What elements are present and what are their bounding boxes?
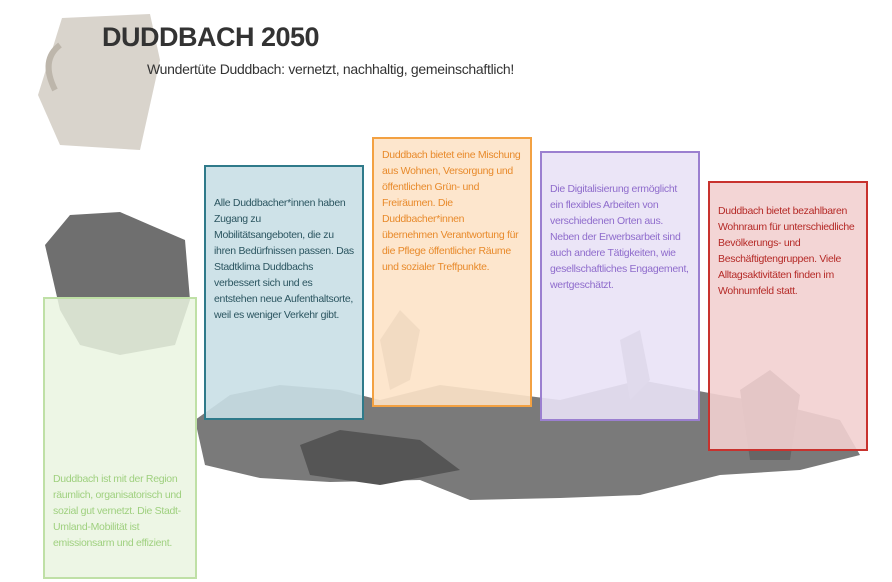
panel-text: Die Digitalisierung ermöglicht ein flexi… (550, 183, 689, 291)
panel: Duddbach bietet eine Mischung aus Wohnen… (372, 137, 532, 407)
panel: Duddbach ist mit der Region räumlich, or… (43, 297, 197, 579)
panel: Duddbach bietet bezahlbaren Wohnraum für… (708, 181, 868, 451)
panel: Die Digitalisierung ermöglicht ein flexi… (540, 151, 700, 421)
panel-text: Alle Duddbacher*innen haben Zugang zu Mo… (214, 197, 354, 321)
page: DUDDBACH 2050 Wundertüte Duddbach: verne… (0, 0, 892, 582)
subtitle: Wundertüte Duddbach: vernetzt, nachhalti… (147, 61, 514, 77)
title: DUDDBACH 2050 (102, 22, 319, 53)
panel-text: Duddbach bietet eine Mischung aus Wohnen… (382, 149, 520, 273)
panel-text: Duddbach ist mit der Region räumlich, or… (53, 473, 181, 549)
panel-text: Duddbach bietet bezahlbaren Wohnraum für… (718, 205, 854, 297)
panel: Alle Duddbacher*innen haben Zugang zu Mo… (204, 165, 364, 420)
